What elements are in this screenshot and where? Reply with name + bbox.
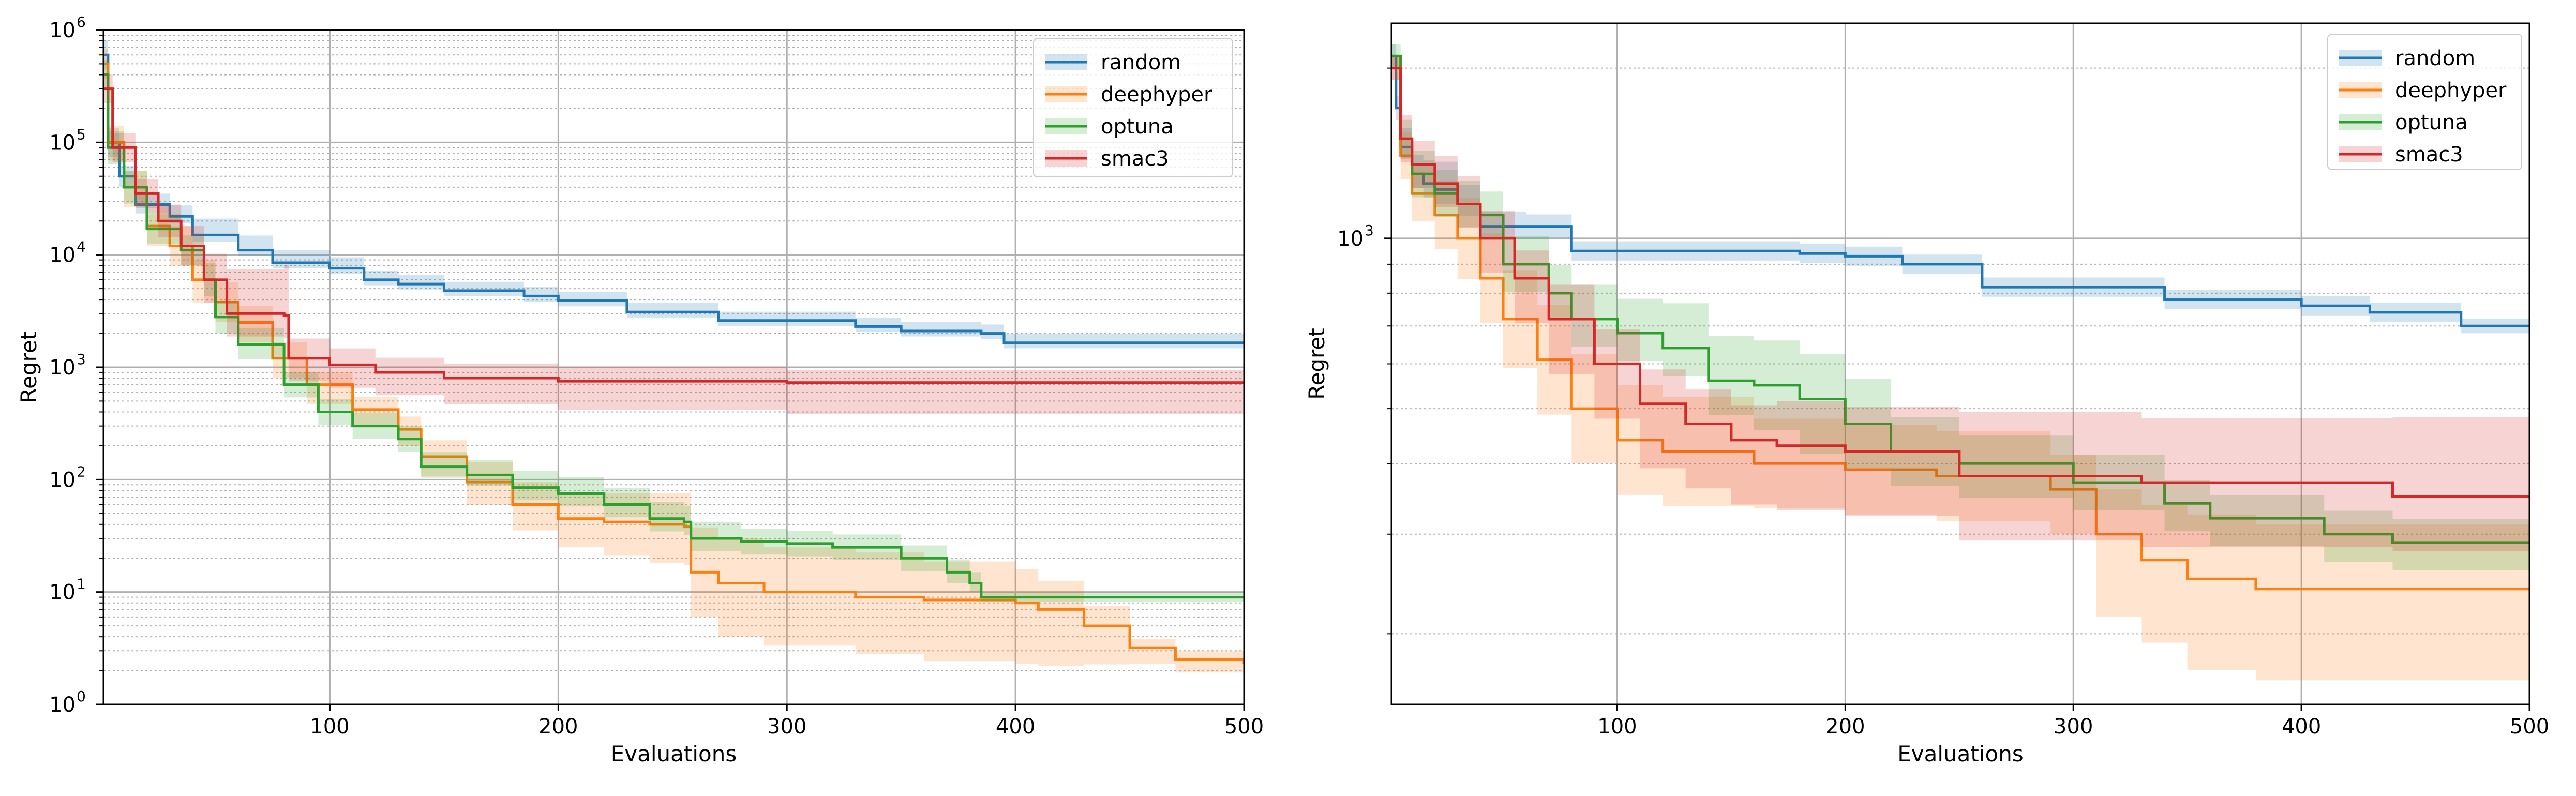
series-band-smac3 — [1391, 56, 2529, 551]
y-tick-label: 10 — [49, 693, 76, 717]
y-axis-label: Regret — [16, 332, 41, 403]
x-axis: 100 200 300 400 500 Evaluations — [310, 704, 1264, 767]
legend-box — [1033, 38, 1233, 177]
x-tick-label: 300 — [767, 715, 806, 739]
x-tick-label: 100 — [1597, 715, 1637, 739]
series-layer — [1391, 44, 2529, 681]
y-tick-label: 10 — [49, 131, 76, 155]
y-tick-exponent: 1 — [77, 576, 86, 593]
legend: random deephyper optuna smac3 — [1033, 38, 1233, 177]
x-tick-label: 100 — [310, 715, 349, 739]
y-tick-label: 10 — [49, 19, 76, 42]
legend-label-random: random — [2395, 47, 2475, 70]
x-tick-label: 500 — [1224, 715, 1264, 739]
x-tick-label: 200 — [1825, 715, 1865, 739]
x-axis-label: Evaluations — [1897, 741, 2024, 767]
legend-label-random: random — [1101, 51, 1181, 74]
series-line-optuna — [103, 73, 1244, 599]
series-line-smac3 — [1391, 67, 2529, 498]
legend-box — [2327, 34, 2522, 170]
series-line-deephyper — [103, 62, 1244, 664]
series-line-random — [103, 53, 1244, 344]
x-axis-label: Evaluations — [611, 741, 737, 767]
y-tick-label: 10 — [49, 356, 76, 380]
legend-label-optuna: optuna — [1101, 115, 1174, 139]
x-tick-label: 400 — [2282, 715, 2321, 739]
axes-frame — [1390, 22, 2530, 705]
y-tick-label: 10 — [49, 468, 76, 492]
x-tick-label: 500 — [2510, 715, 2549, 739]
series-band-random — [1391, 44, 2529, 334]
x-axis: 100 200 300 400 500 Evaluations — [1597, 704, 2549, 767]
right-chart-panel: 100 200 300 400 500 Evaluations 10 3 Regret rando… — [1304, 22, 2549, 767]
y-tick-exponent: 5 — [77, 126, 86, 143]
x-tick-label: 200 — [538, 715, 578, 739]
series-layer — [103, 40, 1244, 677]
y-axis-label: Regret — [1304, 328, 1329, 399]
y-tick-exponent: 4 — [77, 238, 86, 256]
y-tick-exponent: 6 — [77, 13, 86, 31]
series-band-deephyper — [103, 49, 1244, 677]
legend-label-deephyper: deephyper — [1101, 83, 1212, 107]
series-line-deephyper — [1391, 67, 2529, 591]
legend-label-smac3: smac3 — [1101, 147, 1169, 171]
y-axis: 10 3 Regret — [1304, 222, 1391, 400]
y-tick-exponent: 3 — [1365, 222, 1374, 239]
legend-label-deephyper: deephyper — [2395, 79, 2507, 102]
series-band-smac3 — [103, 74, 1244, 415]
series-band-random — [103, 40, 1244, 349]
legend-label-optuna: optuna — [2395, 111, 2468, 134]
y-tick-exponent: 2 — [77, 463, 86, 480]
y-tick-exponent: 0 — [77, 688, 86, 705]
y-tick-exponent: 3 — [77, 351, 86, 368]
x-tick-label: 400 — [996, 715, 1035, 739]
series-line-smac3 — [103, 87, 1244, 384]
series-band-deephyper — [1391, 56, 2529, 681]
legend-label-smac3: smac3 — [2395, 143, 2463, 167]
legend: random deephyper optuna smac3 — [2327, 34, 2522, 170]
x-tick-label: 300 — [2054, 715, 2093, 739]
y-tick-label: 10 — [1337, 227, 1364, 251]
y-tick-label: 10 — [49, 244, 76, 267]
y-tick-label: 10 — [49, 581, 76, 605]
